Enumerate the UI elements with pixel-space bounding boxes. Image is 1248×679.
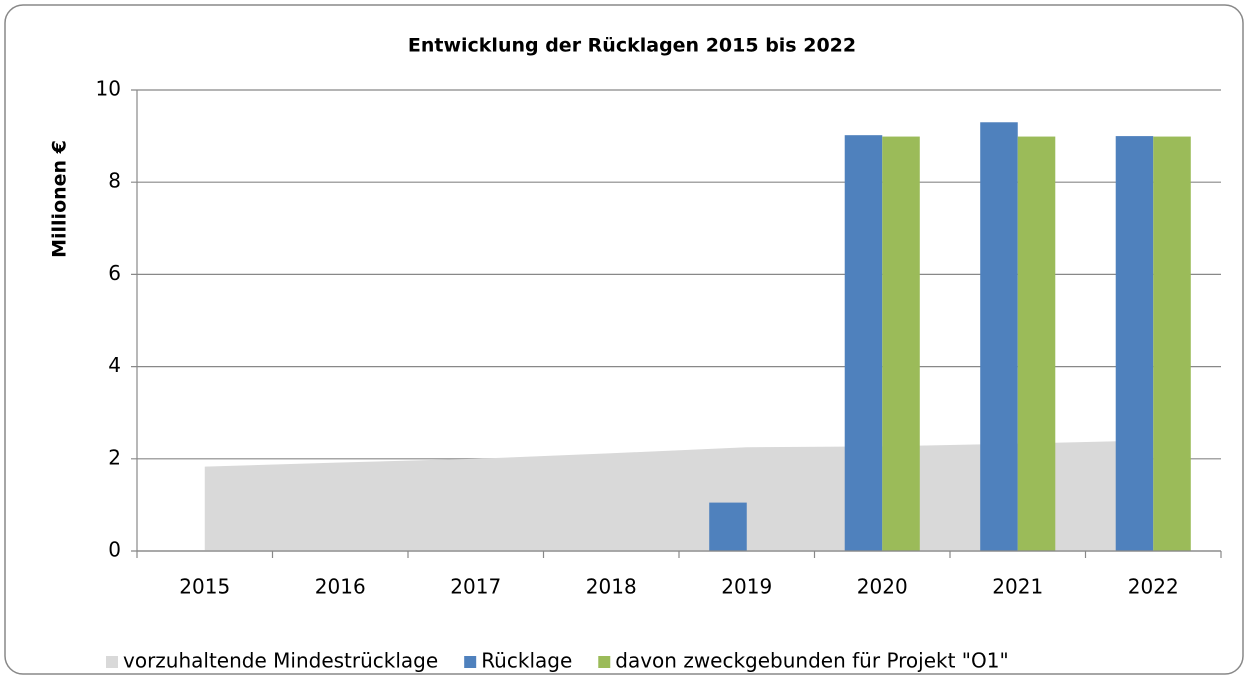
y-axis-label: Millionen €	[49, 140, 71, 258]
y-tick-label: 10	[96, 77, 121, 101]
legend-swatch	[464, 656, 477, 668]
bar	[1115, 136, 1154, 551]
legend-label: vorzuhaltende Mindestrücklage	[123, 649, 438, 673]
x-tick-label: 2020	[857, 575, 908, 599]
y-tick-label: 0	[108, 538, 121, 562]
x-tick-label: 2019	[721, 575, 772, 599]
bar	[882, 136, 920, 551]
x-tick-label: 2017	[450, 575, 501, 599]
y-tick-label: 8	[108, 169, 121, 193]
x-tick-label: 2022	[1128, 575, 1179, 599]
legend-label: davon zweckgebunden für Projekt "O1"	[615, 649, 1008, 673]
x-tick-label: 2015	[179, 575, 230, 599]
bar	[1017, 136, 1056, 551]
chart-title: Entwicklung der Rücklagen 2015 bis 2022	[408, 35, 856, 57]
legend-label: Rücklage	[481, 649, 572, 673]
bar	[1153, 136, 1191, 551]
legend-swatch	[106, 656, 118, 668]
bar	[844, 135, 883, 552]
x-tick-label: 2018	[586, 575, 637, 599]
y-tick-label: 6	[108, 261, 121, 285]
x-tick-label: 2016	[315, 575, 366, 599]
bar	[980, 122, 1018, 552]
y-tick-label: 2	[108, 445, 121, 469]
legend-swatch	[598, 656, 611, 668]
x-tick-label: 2021	[992, 575, 1043, 599]
bar	[709, 502, 747, 551]
y-tick-label: 4	[108, 353, 121, 377]
